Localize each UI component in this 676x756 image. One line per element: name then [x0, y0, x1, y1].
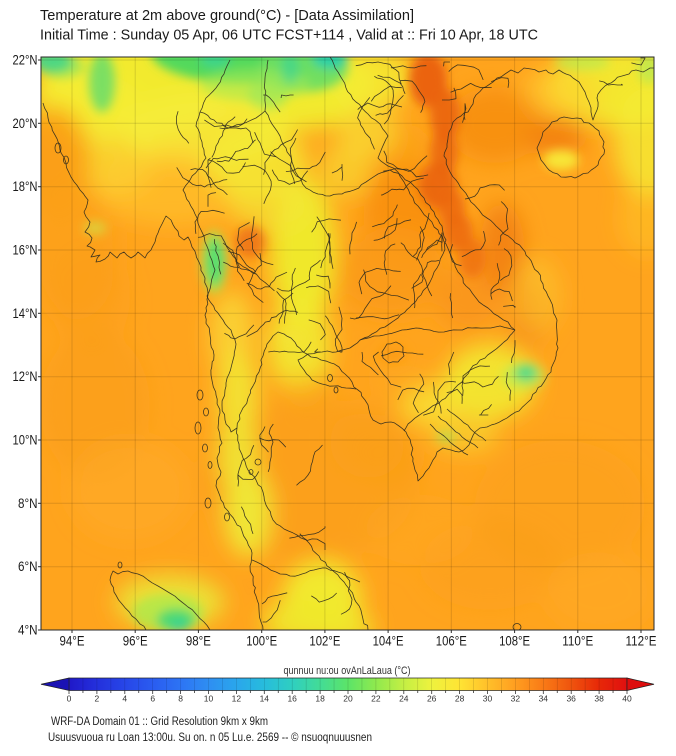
svg-text:12: 12	[232, 694, 242, 704]
svg-text:10: 10	[204, 694, 214, 704]
svg-text:Initial Time : Sunday 05 Apr,: Initial Time : Sunday 05 Apr, 06 UTC FCS…	[40, 28, 538, 44]
svg-text:6: 6	[150, 694, 155, 704]
svg-text:34: 34	[539, 694, 549, 704]
svg-text:Usuusvuoua ru Loan 13:00u. Su: Usuusvuoua ru Loan 13:00u. Su on. n 05 L…	[48, 732, 372, 744]
svg-text:108°E: 108°E	[499, 634, 530, 649]
svg-text:18°N: 18°N	[13, 179, 38, 194]
svg-text:96°E: 96°E	[123, 634, 148, 649]
svg-text:8°N: 8°N	[18, 496, 38, 511]
svg-text:20: 20	[343, 694, 353, 704]
svg-text:10°N: 10°N	[13, 433, 38, 448]
svg-text:40: 40	[622, 694, 632, 704]
svg-text:qunnuu nu:ou ovAnLaLaua (°C): qunnuu nu:ou ovAnLaLaua (°C)	[284, 665, 411, 677]
svg-text:Temperature at 2m above ground: Temperature at 2m above ground(°C) - [Da…	[40, 8, 414, 24]
svg-text:94°E: 94°E	[60, 634, 85, 649]
svg-text:14°N: 14°N	[13, 306, 38, 321]
svg-text:16°N: 16°N	[13, 243, 38, 258]
svg-text:106°E: 106°E	[436, 634, 467, 649]
svg-text:112°E: 112°E	[626, 634, 657, 649]
svg-text:104°E: 104°E	[373, 634, 404, 649]
svg-text:2: 2	[95, 694, 100, 704]
svg-text:98°E: 98°E	[186, 634, 211, 649]
svg-text:4: 4	[122, 694, 127, 704]
svg-text:22°N: 22°N	[13, 53, 38, 68]
svg-text:8: 8	[178, 694, 183, 704]
svg-text:22: 22	[371, 694, 381, 704]
svg-text:18: 18	[315, 694, 325, 704]
svg-text:WRF-DA Domain 01 :: Grid Resol: WRF-DA Domain 01 :: Grid Resolution 9km …	[51, 716, 268, 728]
svg-text:30: 30	[483, 694, 493, 704]
svg-text:28: 28	[455, 694, 465, 704]
svg-text:36: 36	[566, 694, 576, 704]
svg-text:6°N: 6°N	[18, 559, 38, 574]
svg-text:38: 38	[594, 694, 604, 704]
svg-text:16: 16	[287, 694, 297, 704]
svg-text:100°E: 100°E	[246, 634, 277, 649]
svg-text:102°E: 102°E	[309, 634, 340, 649]
svg-text:26: 26	[427, 694, 437, 704]
svg-text:14: 14	[260, 694, 270, 704]
svg-text:4°N: 4°N	[18, 623, 38, 638]
svg-text:110°E: 110°E	[562, 634, 593, 649]
svg-text:0: 0	[67, 694, 72, 704]
svg-text:32: 32	[511, 694, 521, 704]
svg-text:12°N: 12°N	[13, 369, 38, 384]
svg-text:20°N: 20°N	[13, 116, 38, 131]
svg-text:24: 24	[399, 694, 409, 704]
